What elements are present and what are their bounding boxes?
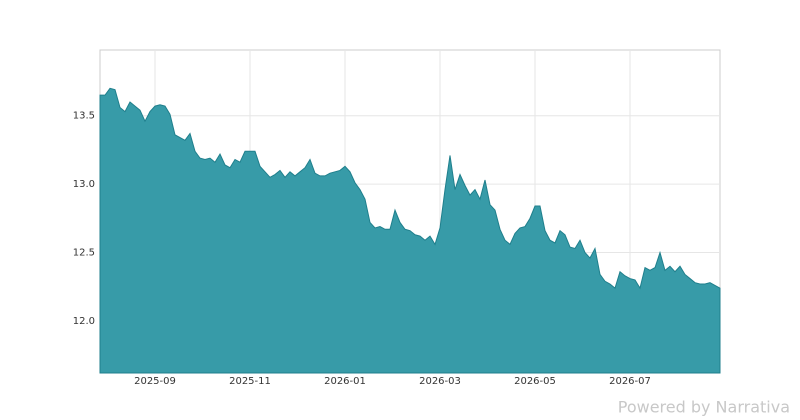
x-tick-label: 2025-11: [229, 376, 271, 387]
y-tick-label: 13.0: [73, 179, 95, 190]
x-tick-label: 2026-07: [609, 376, 651, 387]
area: [99, 87, 721, 374]
y-tick-label: 13.5: [73, 111, 95, 122]
x-tick-label: 2025-09: [134, 376, 176, 387]
watermark: Powered by Narrativa: [618, 398, 790, 417]
x-tick-label: 2026-01: [324, 376, 366, 387]
y-tick-label: 12.5: [73, 248, 95, 259]
y-tick-label: 12.0: [73, 316, 95, 327]
x-tick-label: 2026-03: [419, 376, 461, 387]
x-tick-label: 2026-05: [514, 376, 556, 387]
